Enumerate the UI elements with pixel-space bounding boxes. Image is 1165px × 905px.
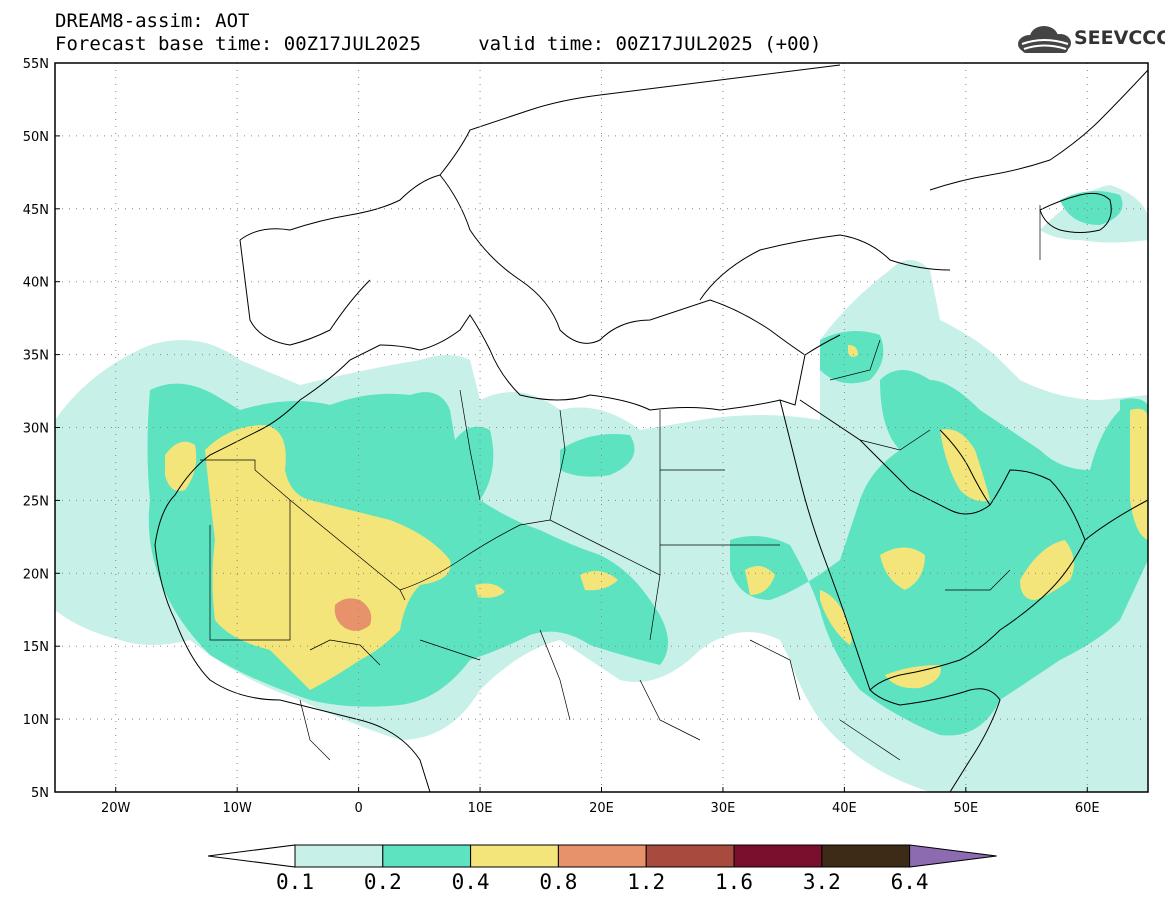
lon-tick-label: 10E — [468, 801, 493, 816]
colorbar: 0.1 0.2 0.4 0.8 1.2 1.6 3.2 6.4 — [207, 844, 997, 894]
lon-tick-label: 20W — [101, 801, 131, 816]
coastlines — [154, 64, 1148, 792]
lon-tick-label: 20E — [589, 801, 614, 816]
colorbar-swatch — [470, 844, 559, 868]
lat-tick-label: 40N — [23, 276, 49, 291]
lon-tick-label: 30E — [711, 801, 736, 816]
lat-tick-label: 15N — [23, 640, 49, 655]
lat-tick-label: 30N — [23, 422, 49, 437]
lat-tick-label: 55N — [23, 57, 49, 72]
colorbar-label: 1.6 — [715, 870, 753, 894]
cloud-logo-icon — [1018, 26, 1071, 53]
colorbar-swatch — [645, 844, 735, 868]
logo-text: SEEVCCC — [1074, 27, 1165, 49]
colorbar-high-arrow — [909, 844, 997, 868]
aot-band-0.4-0.8 — [165, 345, 1148, 690]
lat-tick-label: 20N — [23, 567, 49, 582]
colorbar-label: 1.2 — [627, 870, 665, 894]
colorbar-swatch — [382, 844, 472, 868]
aot-band-0.8-1.2 — [334, 598, 372, 631]
lat-tick-label: 45N — [23, 203, 49, 218]
lon-tick-label: 40E — [832, 801, 857, 816]
lat-tick-label: 35N — [23, 349, 49, 364]
colorbar-label: 0.4 — [452, 870, 490, 894]
lat-tick-label: 25N — [23, 494, 49, 509]
lon-tick-label: 0 — [354, 801, 362, 816]
lat-tick-label: 10N — [23, 713, 49, 728]
lat-tick-label: 5N — [31, 786, 49, 801]
map-title: DREAM8-assim: AOT — [55, 10, 250, 32]
colorbar-label: 3.2 — [803, 870, 841, 894]
colorbar-label: 0.1 — [276, 870, 314, 894]
latitude-labels: 5N 10N 15N 20N 25N 30N 35N 40N 45N 50N 55N — [23, 57, 60, 801]
lon-tick-label: 50E — [953, 801, 978, 816]
colorbar-label: 0.8 — [539, 870, 577, 894]
colorbar-label: 6.4 — [891, 870, 929, 894]
colorbar-low-arrow — [207, 844, 296, 868]
colorbar-swatch — [733, 844, 823, 868]
colorbar-swatch — [557, 844, 647, 868]
colorbar-label: 0.2 — [364, 870, 402, 894]
lat-tick-label: 50N — [23, 130, 49, 145]
lon-tick-label: 10W — [222, 801, 252, 816]
colorbar-swatch — [821, 844, 911, 868]
country-borders — [200, 205, 1041, 761]
lon-tick-label: 60E — [1075, 801, 1100, 816]
colorbar-swatch — [294, 844, 384, 868]
forecast-time-subtitle: Forecast base time: 00Z17JUL2025 valid t… — [55, 33, 822, 55]
gridlines — [55, 63, 1148, 792]
longitude-labels: 20W 10W 0 10E 20E 30E 40E 50E 60E — [101, 787, 1100, 816]
